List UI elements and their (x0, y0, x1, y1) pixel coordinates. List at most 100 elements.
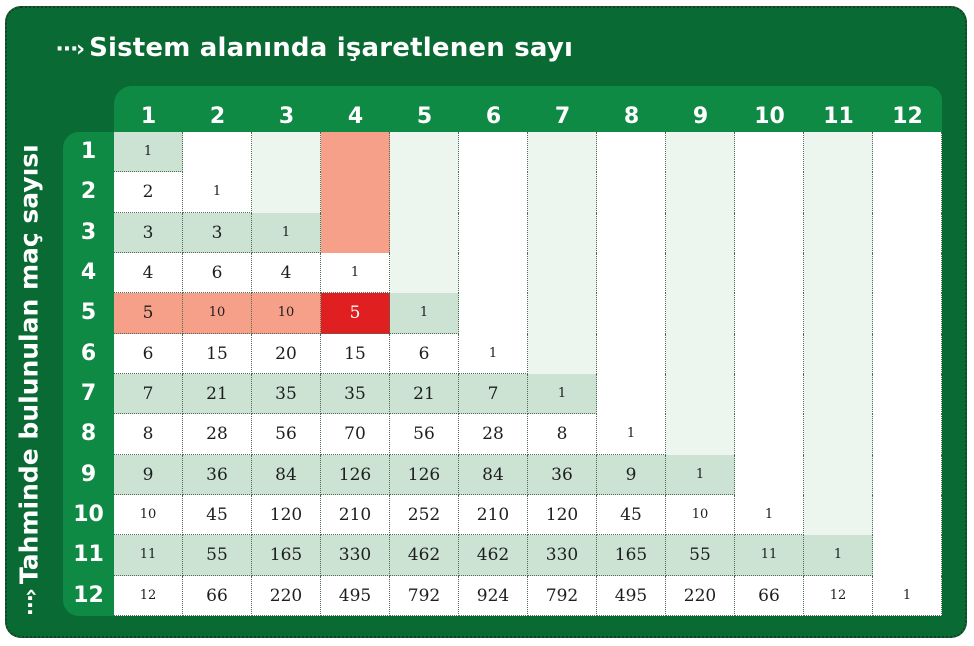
table-cell: 35 (321, 373, 390, 415)
table-cell: 5 (114, 293, 183, 334)
row-header: 4 (80, 259, 97, 285)
table-cell: 70 (321, 414, 390, 455)
table-cell: 495 (597, 575, 666, 616)
table-cell: 10 (252, 293, 321, 334)
column-axis-title: ⋯› Sistem alanında işaretlenen sayı (56, 28, 573, 68)
table-cell: 8 (114, 414, 183, 455)
row-header: 7 (80, 380, 97, 406)
column-header-band (114, 86, 942, 132)
table-cell: 36 (183, 454, 252, 495)
empty-cell (804, 494, 873, 536)
table-cell: 1 (873, 575, 942, 616)
table-cell: 28 (459, 414, 528, 455)
empty-cell (321, 132, 390, 173)
table-cell: 66 (183, 575, 252, 616)
empty-cell (666, 414, 735, 455)
table-cell: 10 (114, 494, 183, 536)
table-cell: 3 (114, 212, 183, 253)
table-cell: 7 (459, 373, 528, 415)
empty-cell (735, 373, 804, 415)
table-cell: 11 (114, 535, 183, 576)
empty-cell (528, 132, 597, 173)
empty-cell (804, 454, 873, 495)
empty-cell (735, 212, 804, 253)
empty-cell (459, 212, 528, 253)
row-axis-title-text: Tahminde bulunulan maç sayısı (14, 144, 44, 585)
empty-cell (666, 333, 735, 374)
column-header: 6 (485, 104, 502, 129)
empty-cell (873, 293, 942, 334)
column-header: 11 (823, 104, 854, 129)
row-header: 8 (80, 421, 97, 447)
empty-cell (252, 132, 321, 173)
empty-cell (873, 414, 942, 455)
empty-cell (666, 212, 735, 253)
table-cell: 462 (459, 535, 528, 576)
table-cell: 84 (459, 454, 528, 495)
table-cell: 1 (804, 535, 873, 576)
empty-cell (804, 172, 873, 213)
row-header: 2 (80, 179, 97, 205)
table-cell: 56 (390, 414, 459, 455)
empty-cell (528, 333, 597, 374)
empty-cell (666, 252, 735, 294)
empty-cell (459, 252, 528, 294)
empty-cell (597, 293, 666, 334)
empty-cell (666, 132, 735, 173)
table-cell: 12 (114, 575, 183, 616)
table-cell: 55 (183, 535, 252, 576)
column-header: 3 (278, 104, 295, 129)
table-cell: 330 (321, 535, 390, 576)
empty-cell (321, 172, 390, 213)
table-cell: 1 (666, 454, 735, 495)
table-cell: 1 (459, 333, 528, 374)
row-header: 11 (73, 542, 104, 568)
table-cell: 7 (114, 373, 183, 415)
table-cell: 165 (252, 535, 321, 576)
table-cell: 220 (252, 575, 321, 616)
table-cell: 4 (252, 252, 321, 294)
table-cell: 55 (666, 535, 735, 576)
table-cell: 21 (390, 373, 459, 415)
row-header: 10 (73, 501, 104, 527)
empty-cell (390, 212, 459, 253)
table-cell: 1 (183, 172, 252, 213)
empty-cell (735, 172, 804, 213)
empty-cell (873, 373, 942, 415)
table-cell: 35 (252, 373, 321, 415)
empty-cell (804, 414, 873, 455)
column-header: 4 (347, 104, 364, 129)
table-cell: 10 (183, 293, 252, 334)
column-header: 1 (140, 104, 157, 129)
column-header: 9 (692, 104, 709, 129)
table-cell: 9 (597, 454, 666, 495)
row-header: 6 (80, 340, 97, 366)
column-header: 8 (623, 104, 640, 129)
empty-cell (666, 172, 735, 213)
table-cell: 3 (183, 212, 252, 253)
empty-cell (804, 333, 873, 374)
empty-cell (597, 172, 666, 213)
row-header: 12 (73, 582, 104, 608)
empty-cell (666, 373, 735, 415)
empty-cell (804, 132, 873, 173)
column-header: 7 (554, 104, 571, 129)
empty-cell (597, 132, 666, 173)
empty-cell (873, 454, 942, 495)
empty-cell (528, 172, 597, 213)
table-cell: 2 (114, 172, 183, 213)
empty-cell (735, 414, 804, 455)
empty-cell (804, 373, 873, 415)
dotted-arrow-icon: ⋯› (18, 590, 43, 616)
empty-cell (804, 252, 873, 294)
empty-cell (873, 132, 942, 173)
table-cell: 84 (252, 454, 321, 495)
table-cell: 6 (183, 252, 252, 294)
table-cell: 495 (321, 575, 390, 616)
empty-cell (666, 293, 735, 334)
table-cell: 1 (114, 132, 183, 173)
table-cell: 28 (183, 414, 252, 455)
empty-cell (597, 212, 666, 253)
column-header: 12 (892, 104, 923, 129)
table-cell: 120 (528, 494, 597, 536)
